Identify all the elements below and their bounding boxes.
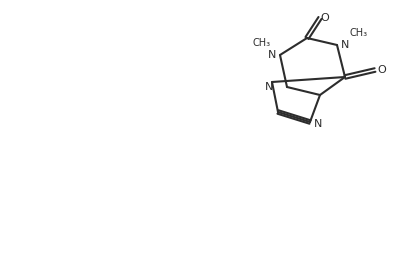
Text: N: N <box>314 119 322 129</box>
Text: N: N <box>265 82 273 92</box>
Text: N: N <box>268 50 276 60</box>
Text: N: N <box>341 40 349 50</box>
Text: CH₃: CH₃ <box>253 38 271 48</box>
Text: O: O <box>321 13 329 23</box>
Text: O: O <box>378 65 386 75</box>
Text: CH₃: CH₃ <box>350 28 368 38</box>
